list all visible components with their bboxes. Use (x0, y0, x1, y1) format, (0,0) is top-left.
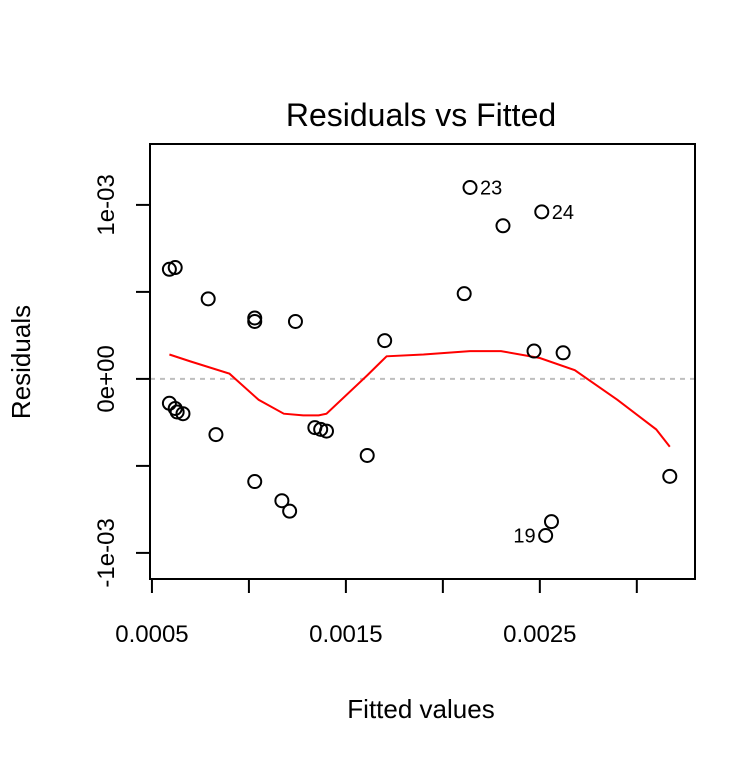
residual-point (247, 313, 263, 329)
point-label-19: 19 (513, 526, 535, 548)
residual-point (208, 427, 224, 443)
residual-point (169, 404, 185, 420)
residual-point (167, 260, 183, 276)
residual-point (462, 180, 478, 195)
y-tick-label: 1e-03 (93, 174, 120, 235)
y-tick-label: -1e-03 (93, 518, 120, 587)
residual-point (175, 406, 191, 422)
residual-point (318, 423, 334, 439)
residual-point (495, 218, 511, 234)
residual-point (200, 291, 216, 307)
residual-point (456, 286, 472, 302)
residual-point (543, 514, 559, 530)
residual-point (161, 261, 177, 277)
x-tick-label: 0.0005 (115, 621, 188, 648)
smoother-layer (169, 350, 671, 448)
points-layer: 23 24 19 (161, 178, 678, 548)
residual-point (534, 204, 550, 220)
residual-point (287, 313, 303, 329)
residual-point (538, 528, 554, 543)
y-axis-label: Residuals (6, 305, 36, 419)
point-label-24: 24 (552, 202, 574, 224)
residual-point (526, 343, 542, 359)
residual-point (662, 468, 678, 484)
x-tick-label: 0.0015 (309, 621, 382, 648)
x-axis-label: Fitted values (347, 694, 494, 724)
residual-point (274, 493, 290, 509)
x-axis: 0.0005 0.0015 0.0025 (115, 578, 638, 648)
residual-point (313, 421, 329, 437)
x-tick-label: 0.0025 (503, 621, 576, 648)
residual-point (555, 345, 571, 361)
plot-frame (149, 143, 696, 580)
residual-point (377, 333, 393, 349)
point-label-23: 23 (480, 178, 502, 200)
residual-point (247, 474, 263, 490)
y-axis: -1e-03 0e+00 1e-03 (93, 174, 151, 588)
y-tick-label: 0e+00 (93, 345, 120, 412)
chart-title: Residuals vs Fitted (286, 97, 556, 133)
smoother-line (169, 350, 671, 448)
residual-point (282, 503, 298, 519)
residual-point (359, 447, 375, 463)
